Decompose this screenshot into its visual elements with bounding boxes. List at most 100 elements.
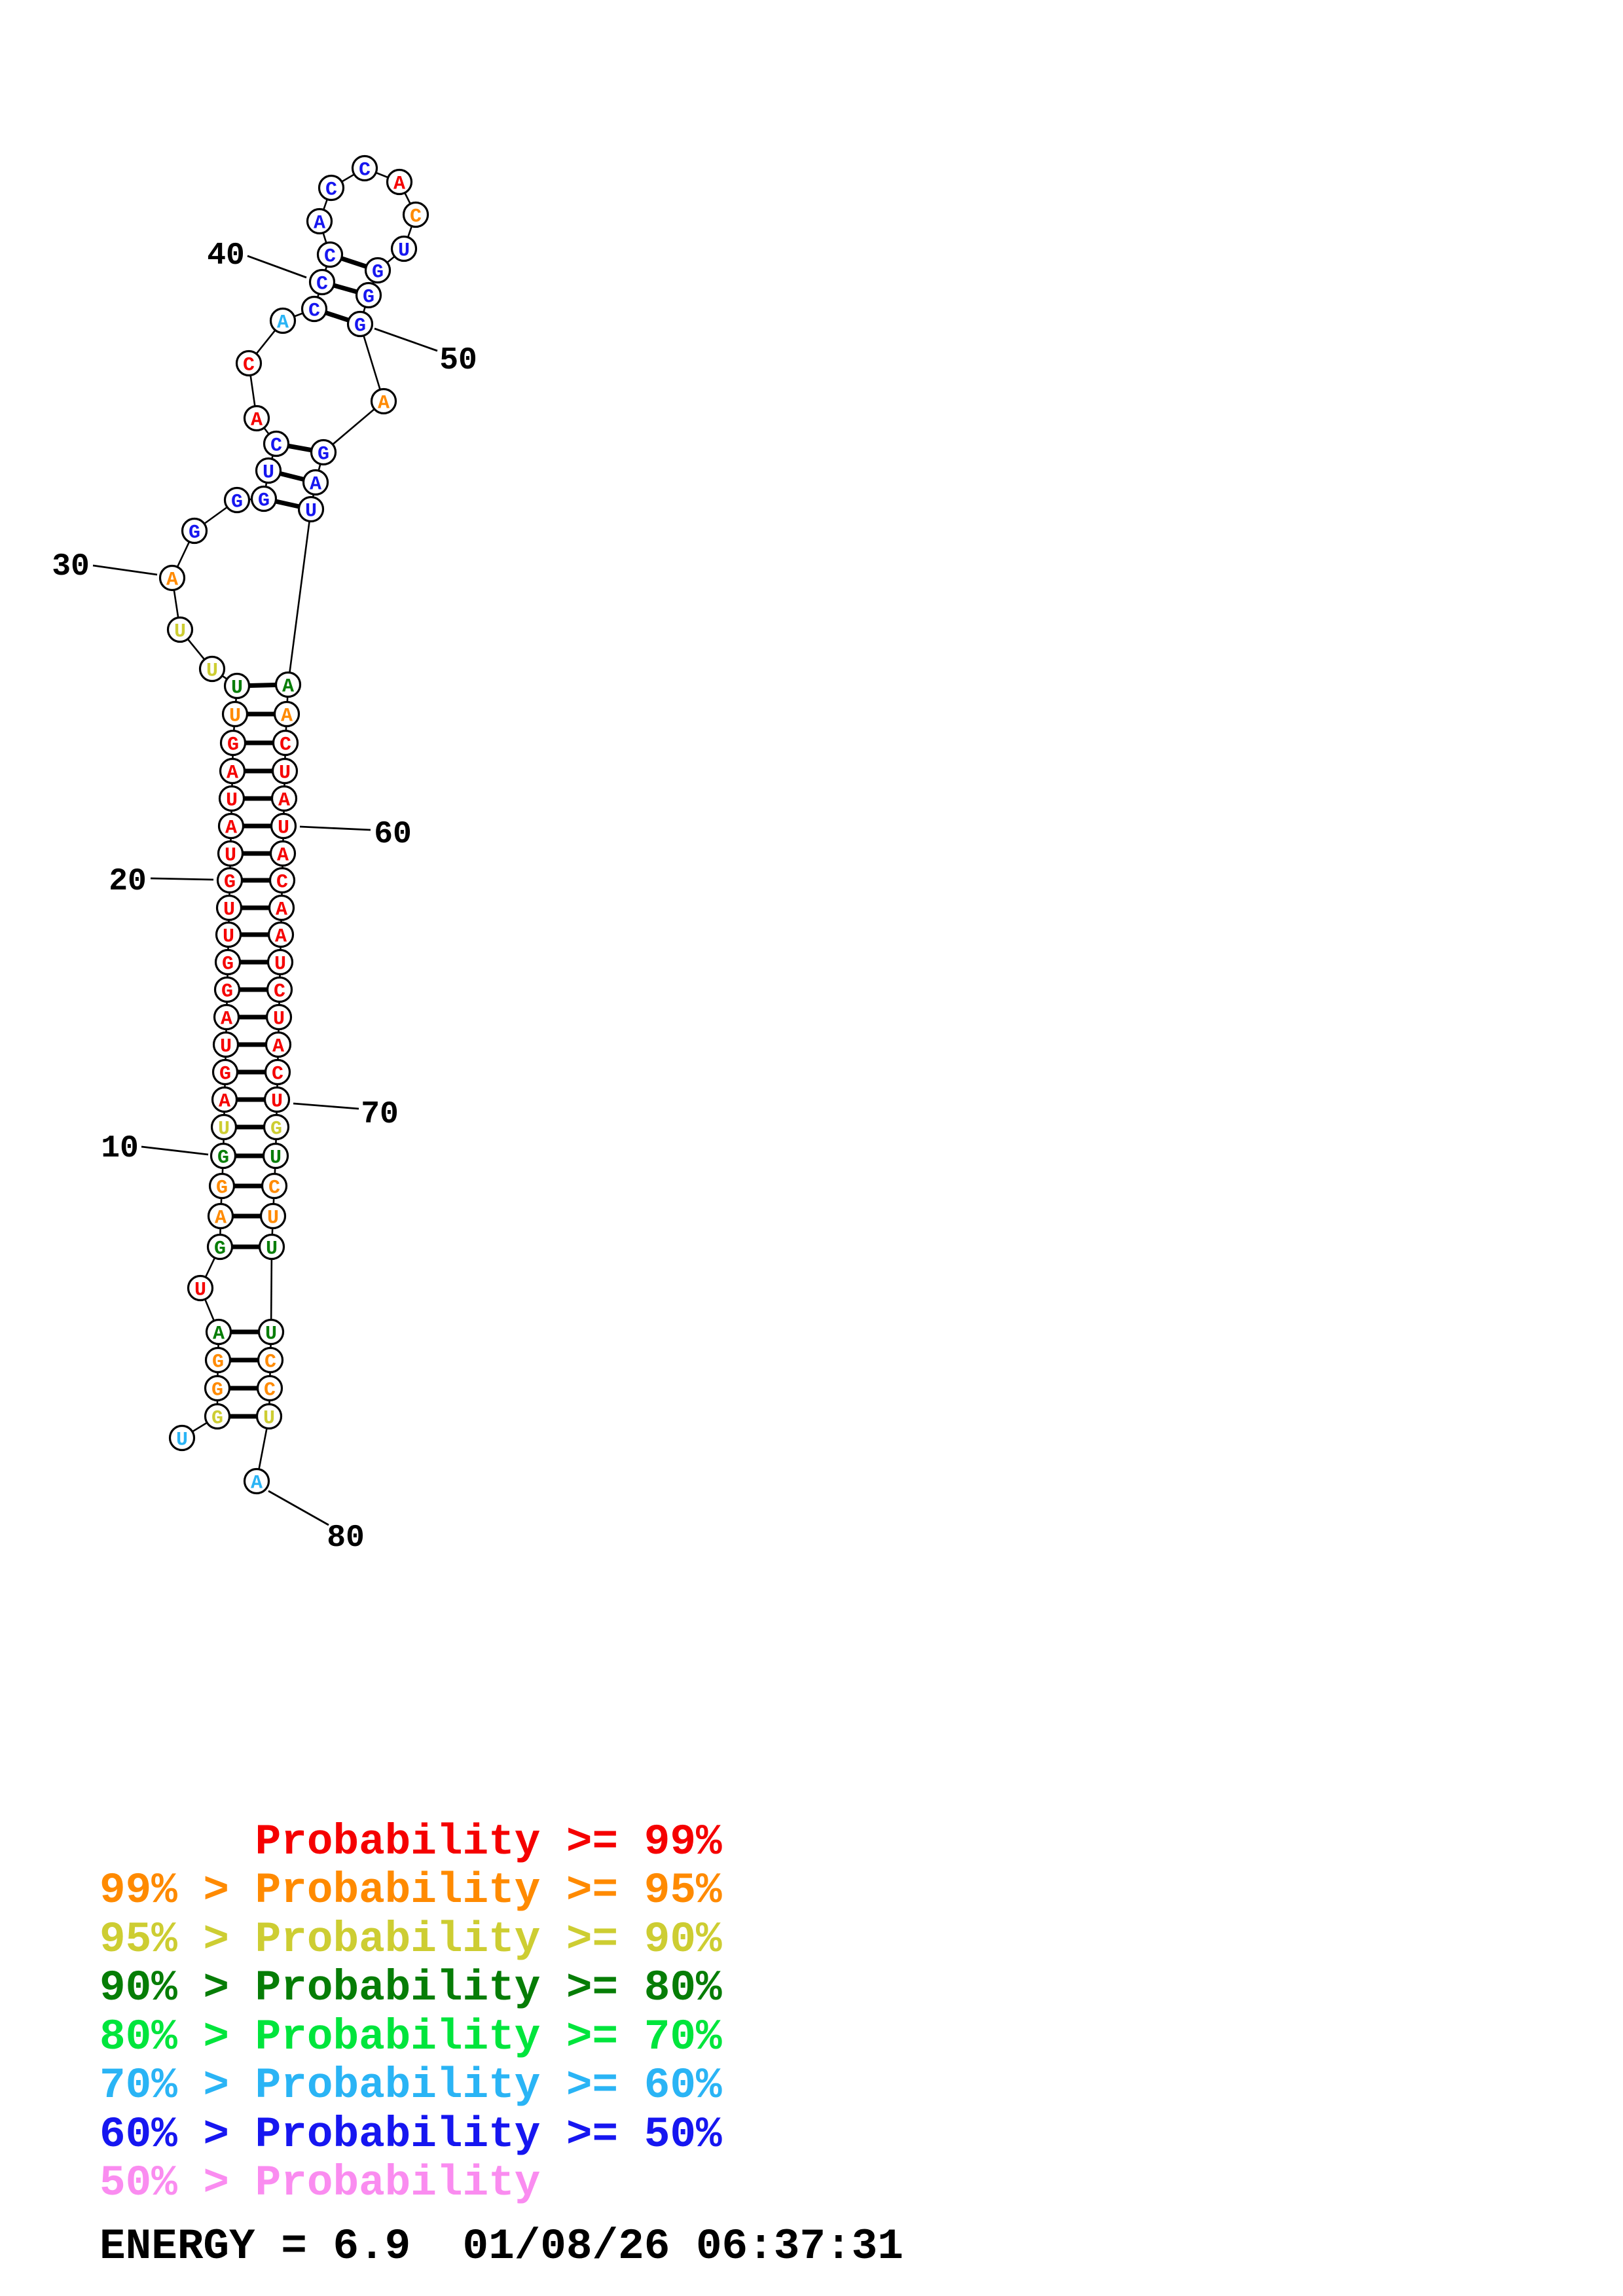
nucleotide-circle-20: [216, 867, 244, 894]
nucleotide-circle-1: [168, 1424, 196, 1452]
position-label-line-30: [92, 564, 158, 576]
nucleotide-letter-2-G: G: [211, 1408, 223, 1430]
nucleotide-circle-3: [204, 1374, 231, 1402]
legend-row-p99: Probability >= 99%: [100, 1818, 722, 1867]
nucleotide-letter-53-A: A: [310, 474, 321, 496]
position-label-line-50: [374, 327, 438, 352]
nucleotide-circle-69: [264, 1058, 291, 1086]
nucleotide-circle-4: [204, 1346, 232, 1374]
nucleotide-circle-54: [297, 495, 325, 523]
nucleotide-letter-45-A: A: [393, 173, 405, 196]
nucleotide-letter-70-U: U: [271, 1091, 283, 1113]
nucleotide-letter-74-U: U: [267, 1208, 279, 1230]
nucleotide-circle-64: [267, 921, 295, 948]
nucleotide-circle-18: [215, 921, 242, 948]
nucleotide-letter-22-A: A: [225, 817, 237, 840]
nucleotide-letter-44-C: C: [359, 160, 371, 182]
nucleotide-circle-80: [243, 1467, 270, 1495]
nucleotide-letter-21-U: U: [225, 845, 236, 867]
nucleotide-letter-66-C: C: [274, 981, 285, 1003]
nucleotide-letter-79-U: U: [263, 1408, 275, 1430]
nucleotide-letter-28-U: U: [206, 660, 218, 683]
nucleotide-letter-30-A: A: [166, 569, 178, 592]
nucleotide-circle-16: [213, 976, 241, 1003]
nucleotide-circle-52: [310, 439, 337, 466]
nucleotide-letter-3-G: G: [211, 1380, 223, 1402]
nucleotide-circle-47: [390, 235, 418, 262]
nucleotide-circle-36: [243, 404, 270, 432]
nucleotide-letter-76-U: U: [265, 1323, 277, 1346]
nucleotide-circle-23: [218, 785, 246, 812]
backbone-segment-75-76: [270, 1246, 273, 1333]
nucleotide-letter-5-A: A: [213, 1323, 225, 1346]
nucleotide-circle-22: [217, 812, 245, 840]
nucleotide-circle-35: [263, 430, 290, 457]
nucleotide-circle-29: [166, 616, 194, 643]
position-label-line-70: [293, 1102, 359, 1110]
nucleotide-letter-55-A: A: [282, 676, 294, 698]
nucleotide-circle-75: [258, 1233, 285, 1261]
nucleotide-letter-19-U: U: [223, 899, 235, 922]
nucleotide-circle-59: [270, 785, 298, 812]
nucleotide-circle-55: [274, 671, 302, 698]
nucleotide-circle-77: [257, 1346, 284, 1374]
nucleotide-circle-57: [272, 729, 299, 757]
nucleotide-letter-20-G: G: [224, 872, 236, 894]
nucleotide-letter-7-G: G: [214, 1238, 226, 1261]
nucleotide-circle-5: [205, 1318, 232, 1346]
nucleotide-circle-26: [221, 700, 249, 728]
nucleotide-letter-38-A: A: [277, 312, 289, 334]
nucleotide-letter-39-C: C: [308, 300, 320, 323]
nucleotide-letter-15-A: A: [221, 1009, 232, 1031]
nucleotide-circle-46: [402, 201, 429, 228]
nucleotide-circle-56: [273, 700, 301, 728]
nucleotide-circle-74: [259, 1202, 287, 1230]
nucleotide-circle-41: [316, 241, 344, 268]
nucleotide-letter-23-U: U: [226, 790, 238, 812]
nucleotide-letter-14-U: U: [220, 1036, 232, 1058]
nucleotide-circle-2: [204, 1403, 231, 1430]
nucleotide-letter-72-U: U: [270, 1147, 282, 1170]
nucleotide-circle-13: [211, 1058, 239, 1086]
nucleotide-circle-25: [219, 729, 247, 757]
nucleotide-circle-7: [206, 1233, 234, 1261]
nucleotide-letter-67-U: U: [273, 1009, 285, 1031]
nucleotide-circle-48: [364, 257, 392, 284]
nucleotide-circle-66: [266, 976, 293, 1003]
nucleotide-circle-68: [264, 1031, 292, 1058]
position-label-line-80: [268, 1490, 329, 1526]
nucleotide-circle-8: [207, 1202, 234, 1230]
nucleotide-circle-14: [212, 1031, 240, 1058]
nucleotide-circle-37: [235, 350, 263, 377]
nucleotide-letter-4-G: G: [212, 1352, 224, 1374]
position-label-20: 20: [109, 864, 147, 899]
nucleotide-letter-46-C: C: [410, 206, 422, 228]
nucleotide-circle-33: [250, 485, 278, 512]
nucleotide-circle-38: [269, 307, 297, 334]
nucleotide-circle-15: [213, 1003, 240, 1031]
nucleotide-letter-11-U: U: [218, 1119, 230, 1141]
nucleotide-letter-77-C: C: [264, 1352, 276, 1374]
nucleotide-letter-62-C: C: [276, 872, 288, 894]
position-label-60: 60: [374, 817, 412, 852]
backbone-segment-51-52: [323, 401, 384, 453]
nucleotide-letter-78-C: C: [264, 1380, 276, 1402]
legend-row-p90: 95% > Probability >= 90%: [100, 1915, 722, 1964]
nucleotide-circle-6: [187, 1274, 214, 1302]
nucleotide-letter-59-A: A: [278, 790, 290, 812]
nucleotide-letter-47-U: U: [398, 240, 410, 262]
legend-row-p95: 99% > Probability >= 95%: [100, 1866, 722, 1915]
nucleotide-circle-34: [255, 457, 282, 484]
nucleotide-letter-48-G: G: [372, 262, 384, 284]
nucleotide-letter-31-G: G: [189, 522, 200, 545]
nucleotide-letter-26-U: U: [229, 706, 241, 728]
nucleotide-circle-28: [198, 655, 226, 683]
nucleotide-circle-11: [210, 1113, 238, 1141]
nucleotide-letter-73-C: C: [268, 1177, 280, 1200]
nucleotide-circle-71: [263, 1113, 290, 1141]
nucleotide-letter-50-G: G: [354, 315, 366, 338]
nucleotide-letter-17-G: G: [222, 954, 234, 976]
nucleotide-letter-43-C: C: [325, 179, 337, 202]
nucleotide-letter-13-G: G: [219, 1064, 231, 1086]
